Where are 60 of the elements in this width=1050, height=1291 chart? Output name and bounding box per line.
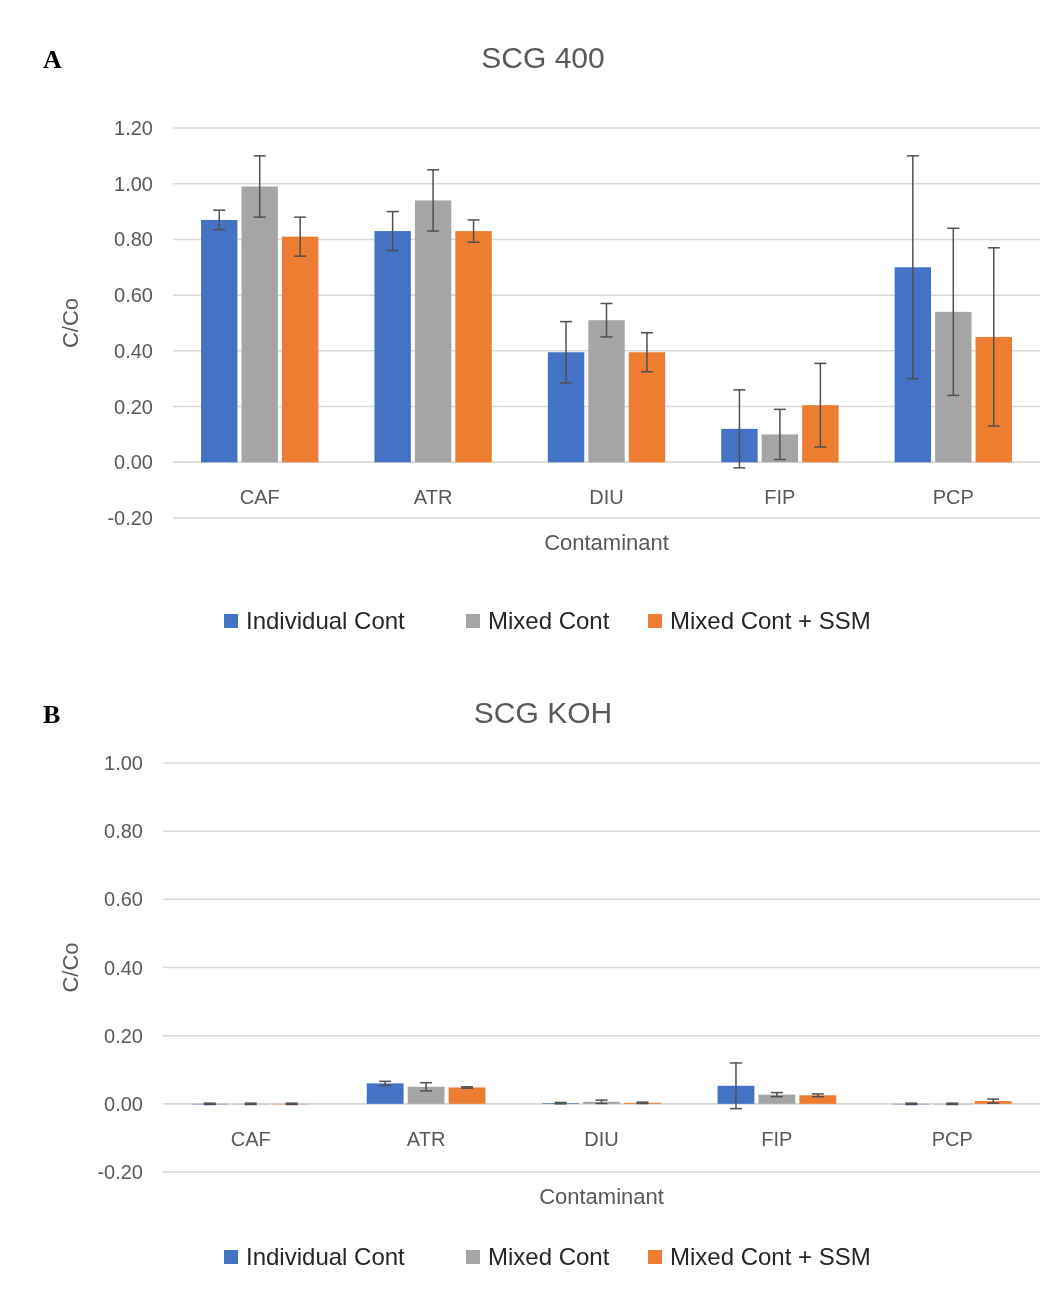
- bar: [414, 200, 452, 463]
- y-tick-label: 0.80: [114, 228, 153, 251]
- x-tick-label: FIP: [761, 1127, 793, 1150]
- legend-label: Mixed Cont + SSM: [670, 1243, 871, 1271]
- y-tick-label: 0.40: [114, 339, 153, 362]
- legend-label: Mixed Cont + SSM: [670, 607, 871, 635]
- bar: [588, 320, 625, 463]
- x-tick-label: PCP: [932, 486, 974, 509]
- x-tick-label: DIU: [589, 486, 624, 509]
- y-tick-label: 0.20: [104, 1024, 143, 1047]
- chart-title: SCG 400: [481, 41, 605, 74]
- y-tick-label: 1.00: [104, 752, 143, 774]
- bar: [761, 434, 799, 463]
- bar: [366, 1083, 404, 1104]
- y-axis-title: C/Co: [58, 297, 83, 349]
- text: A: [43, 45, 62, 74]
- bar: [241, 186, 278, 463]
- y-tick-label: 1.00: [114, 172, 153, 195]
- text: B: [43, 700, 61, 729]
- legend-label: Individual Cont: [246, 607, 406, 635]
- bar: [407, 1086, 445, 1104]
- bar: [721, 428, 758, 463]
- bar: [799, 1095, 837, 1104]
- legend-label: Individual Cont: [246, 1243, 406, 1271]
- y-tick-label: 0.60: [114, 284, 153, 307]
- x-tick-label: FIP: [764, 486, 796, 509]
- y-tick-label: -0.20: [97, 1161, 143, 1183]
- x-axis-title: Contaminant: [539, 1184, 664, 1209]
- chart-title: SCG KOH: [473, 696, 613, 729]
- y-tick-label: 1.20: [114, 117, 153, 139]
- bar: [628, 352, 666, 463]
- bar: [547, 352, 585, 463]
- x-tick-label: PCP: [931, 1127, 973, 1150]
- x-tick-label: CAF: [230, 1127, 271, 1150]
- bar: [975, 336, 1012, 463]
- bar: [448, 1087, 486, 1104]
- bar: [717, 1085, 755, 1104]
- y-tick-label: 0.60: [104, 888, 143, 911]
- bar: [802, 405, 839, 463]
- x-tick-label: ATR: [406, 1127, 446, 1150]
- x-tick-label: ATR: [413, 486, 453, 509]
- y-tick-label: 0.00: [114, 451, 153, 474]
- y-tick-label: 0.80: [104, 820, 143, 843]
- y-tick-label: 0.40: [104, 956, 143, 979]
- legend-label: Mixed Cont: [488, 1243, 610, 1271]
- y-axis-title: C/Co: [58, 942, 83, 993]
- bar: [281, 236, 319, 463]
- x-tick-label: DIU: [584, 1127, 619, 1150]
- bar: [201, 219, 238, 463]
- y-tick-label: 0.00: [104, 1092, 143, 1115]
- legend-label: Mixed Cont: [488, 607, 610, 635]
- y-tick-label: 0.20: [114, 395, 153, 418]
- y-tick-label: -0.20: [107, 507, 153, 529]
- x-axis-title: Contaminant: [544, 530, 669, 555]
- bar: [894, 267, 932, 463]
- bar: [758, 1094, 796, 1104]
- bar: [935, 311, 972, 463]
- bar: [374, 231, 411, 463]
- bar: [455, 231, 492, 463]
- x-tick-label: CAF: [239, 486, 280, 509]
